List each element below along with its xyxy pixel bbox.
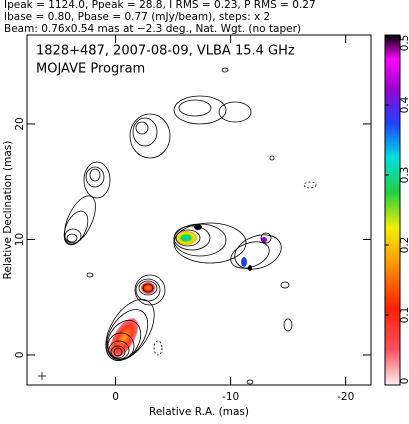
header-line: Ibase = 0.80, Pbase = 0.77 (mJy/beam), s… [4,11,270,23]
header-line: Ipeak = 1124.0, Ppeak = 28.8, I RMS = 0.… [4,0,316,11]
header-line: Beam: 0.76x0.54 mas at −2.3 deg., Nat. W… [4,23,301,35]
colorbar-tick-label: 0.2 [399,237,409,254]
plot-frame [26,34,372,386]
colorbar-tick-label: 0.3 [399,167,409,184]
colorbar-tick-label: 0.4 [399,96,409,113]
chart-title: 1828+487, 2007-08-09, VLBA 15.4 GHz [36,44,295,59]
colorbar-tick-label: 0 [399,378,409,385]
x-axis-label: Relative R.A. (mas) [149,406,249,418]
chart-subtitle: MOJAVE Program [36,62,145,77]
y-tick-label: 20 [14,117,26,130]
colorbar [384,34,401,386]
colorbar-tick-label: 0.1 [399,307,409,324]
y-tick-label: 10 [14,233,26,246]
y-tick-label: 0 [14,352,26,359]
contours [38,67,317,385]
x-tick-label: -20 [337,391,354,403]
x-tick-label: 0 [112,391,119,403]
x-tick-label: -10 [222,391,239,403]
y-axis-label: Relative Declination (mas) [2,141,14,280]
colorbar-tick-label: 0.5 [399,35,409,52]
